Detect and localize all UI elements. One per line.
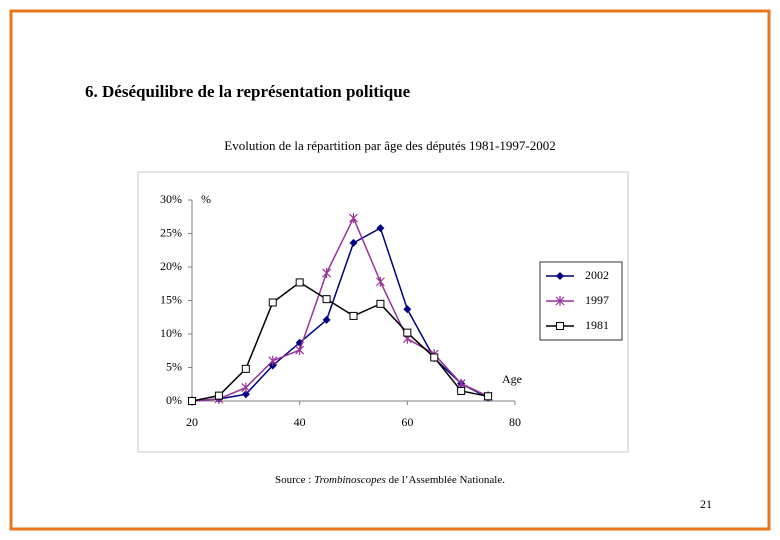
marker — [457, 386, 466, 395]
source-suffix: de l’Assemblée Nationale. — [386, 474, 505, 486]
marker — [268, 355, 278, 366]
y-axis-label: % — [201, 192, 211, 206]
marker — [295, 278, 304, 287]
legend-marker — [556, 322, 564, 330]
marker — [241, 364, 250, 373]
marker — [349, 213, 358, 224]
source-italic: Trombinoscopes — [314, 474, 386, 486]
marker — [322, 268, 332, 279]
y-tick-label: 10% — [160, 326, 182, 340]
heading: 6. Déséquilibre de la représentation pol… — [85, 82, 411, 101]
marker — [188, 397, 196, 405]
legend-label: 1997 — [585, 293, 609, 307]
marker — [349, 238, 358, 247]
legend-marker — [555, 296, 565, 306]
y-tick-label: 30% — [160, 192, 182, 206]
marker — [322, 315, 331, 324]
series-line — [191, 281, 489, 402]
y-tick-label: 5% — [166, 359, 182, 373]
x-axis-label: Age — [502, 372, 522, 386]
marker — [484, 392, 493, 401]
marker — [322, 295, 331, 304]
marker — [456, 378, 466, 389]
legend-marker — [556, 272, 564, 280]
marker — [349, 311, 358, 320]
marker — [403, 305, 412, 314]
y-tick-label: 20% — [160, 259, 182, 273]
y-tick-label: 15% — [160, 292, 182, 306]
marker — [376, 224, 385, 233]
marker — [403, 328, 412, 337]
page-number: 21 — [700, 497, 712, 511]
source: Source : Trombinoscopes de l’Assemblée N… — [275, 474, 505, 486]
legend-label: 2002 — [585, 268, 609, 282]
series-line — [191, 216, 489, 402]
x-tick-label: 60 — [401, 415, 413, 429]
marker — [375, 276, 385, 287]
marker — [430, 353, 439, 362]
marker — [214, 391, 223, 400]
source-prefix: Source : — [275, 474, 314, 486]
marker — [295, 345, 305, 356]
chart-title: Evolution de la répartition par âge des … — [224, 138, 555, 153]
y-tick-label: 25% — [160, 225, 182, 239]
x-tick-label: 20 — [186, 415, 198, 429]
marker — [376, 299, 385, 308]
marker — [268, 298, 277, 307]
marker — [241, 390, 250, 399]
x-tick-label: 40 — [294, 415, 306, 429]
y-tick-label: 0% — [166, 393, 182, 407]
x-tick-label: 80 — [509, 415, 521, 429]
legend-label: 1981 — [585, 318, 609, 332]
marker — [241, 382, 251, 393]
